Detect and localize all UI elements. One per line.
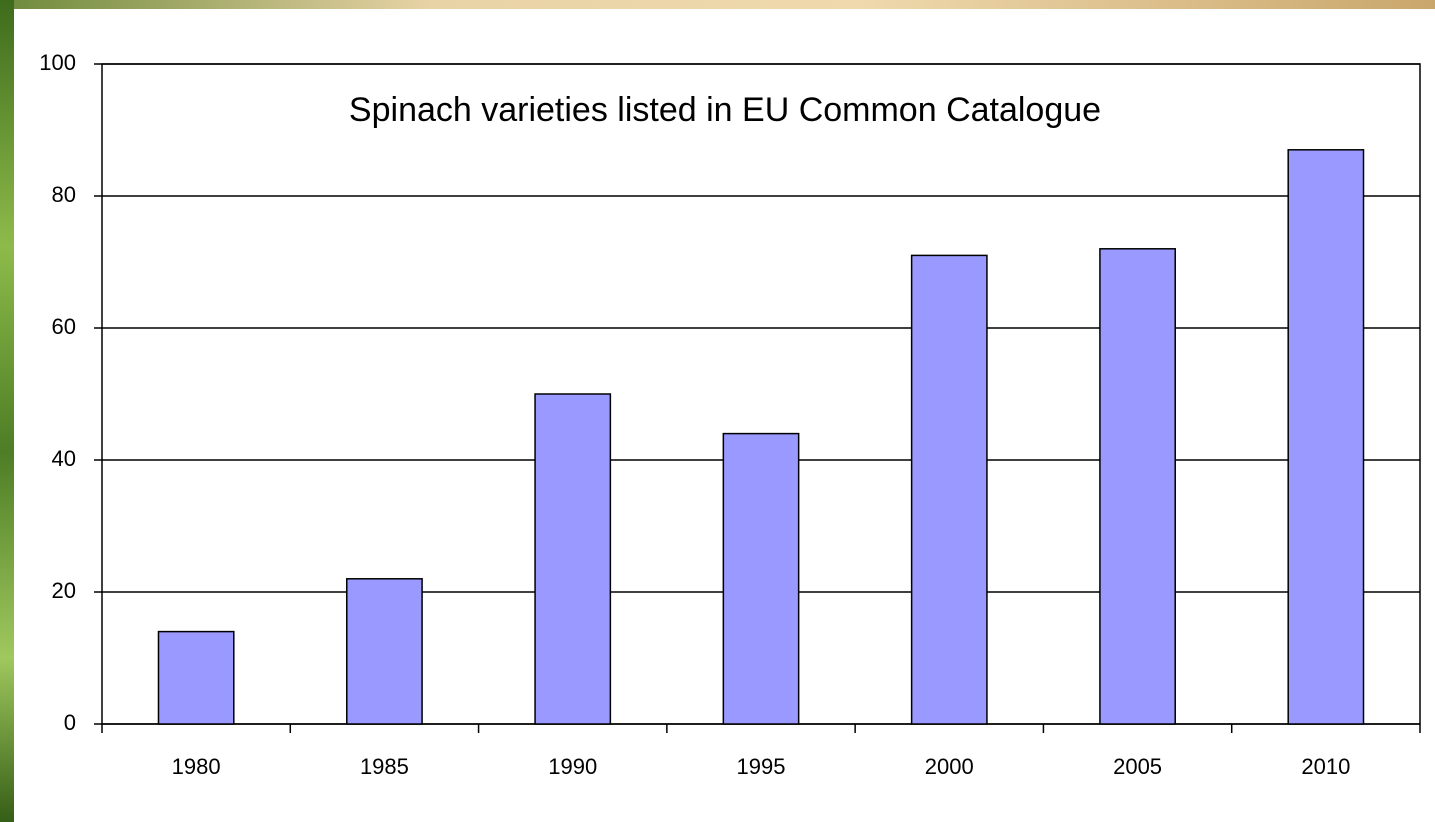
y-tick-label: 0 [64,710,76,735]
bar [535,394,610,724]
page: {"chart_data": {"type": "bar", "title": … [0,0,1435,822]
bar [723,434,798,724]
y-tick-label: 40 [52,446,76,471]
x-tick-label: 1995 [737,754,786,779]
bar [1100,249,1175,724]
y-tick-label: 100 [39,50,76,75]
left-decoration [0,0,14,822]
x-tick-label: 1990 [548,754,597,779]
bar [1288,150,1363,724]
x-tick-label: 2010 [1301,754,1350,779]
chart-title: Spinach varieties listed in EU Common Ca… [349,91,1101,129]
x-tick-label: 1980 [172,754,221,779]
x-tick-label: 1985 [360,754,409,779]
bar [347,579,422,724]
bar [158,632,233,724]
bar [912,255,987,724]
x-tick-label: 2000 [925,754,974,779]
y-tick-label: 60 [52,314,76,339]
x-tick-label: 2005 [1113,754,1162,779]
chart: Spinach varieties listed in EU Common Ca… [0,0,1435,822]
y-tick-label: 80 [52,182,76,207]
top-decoration [0,0,1435,9]
y-tick-label: 20 [52,578,76,603]
